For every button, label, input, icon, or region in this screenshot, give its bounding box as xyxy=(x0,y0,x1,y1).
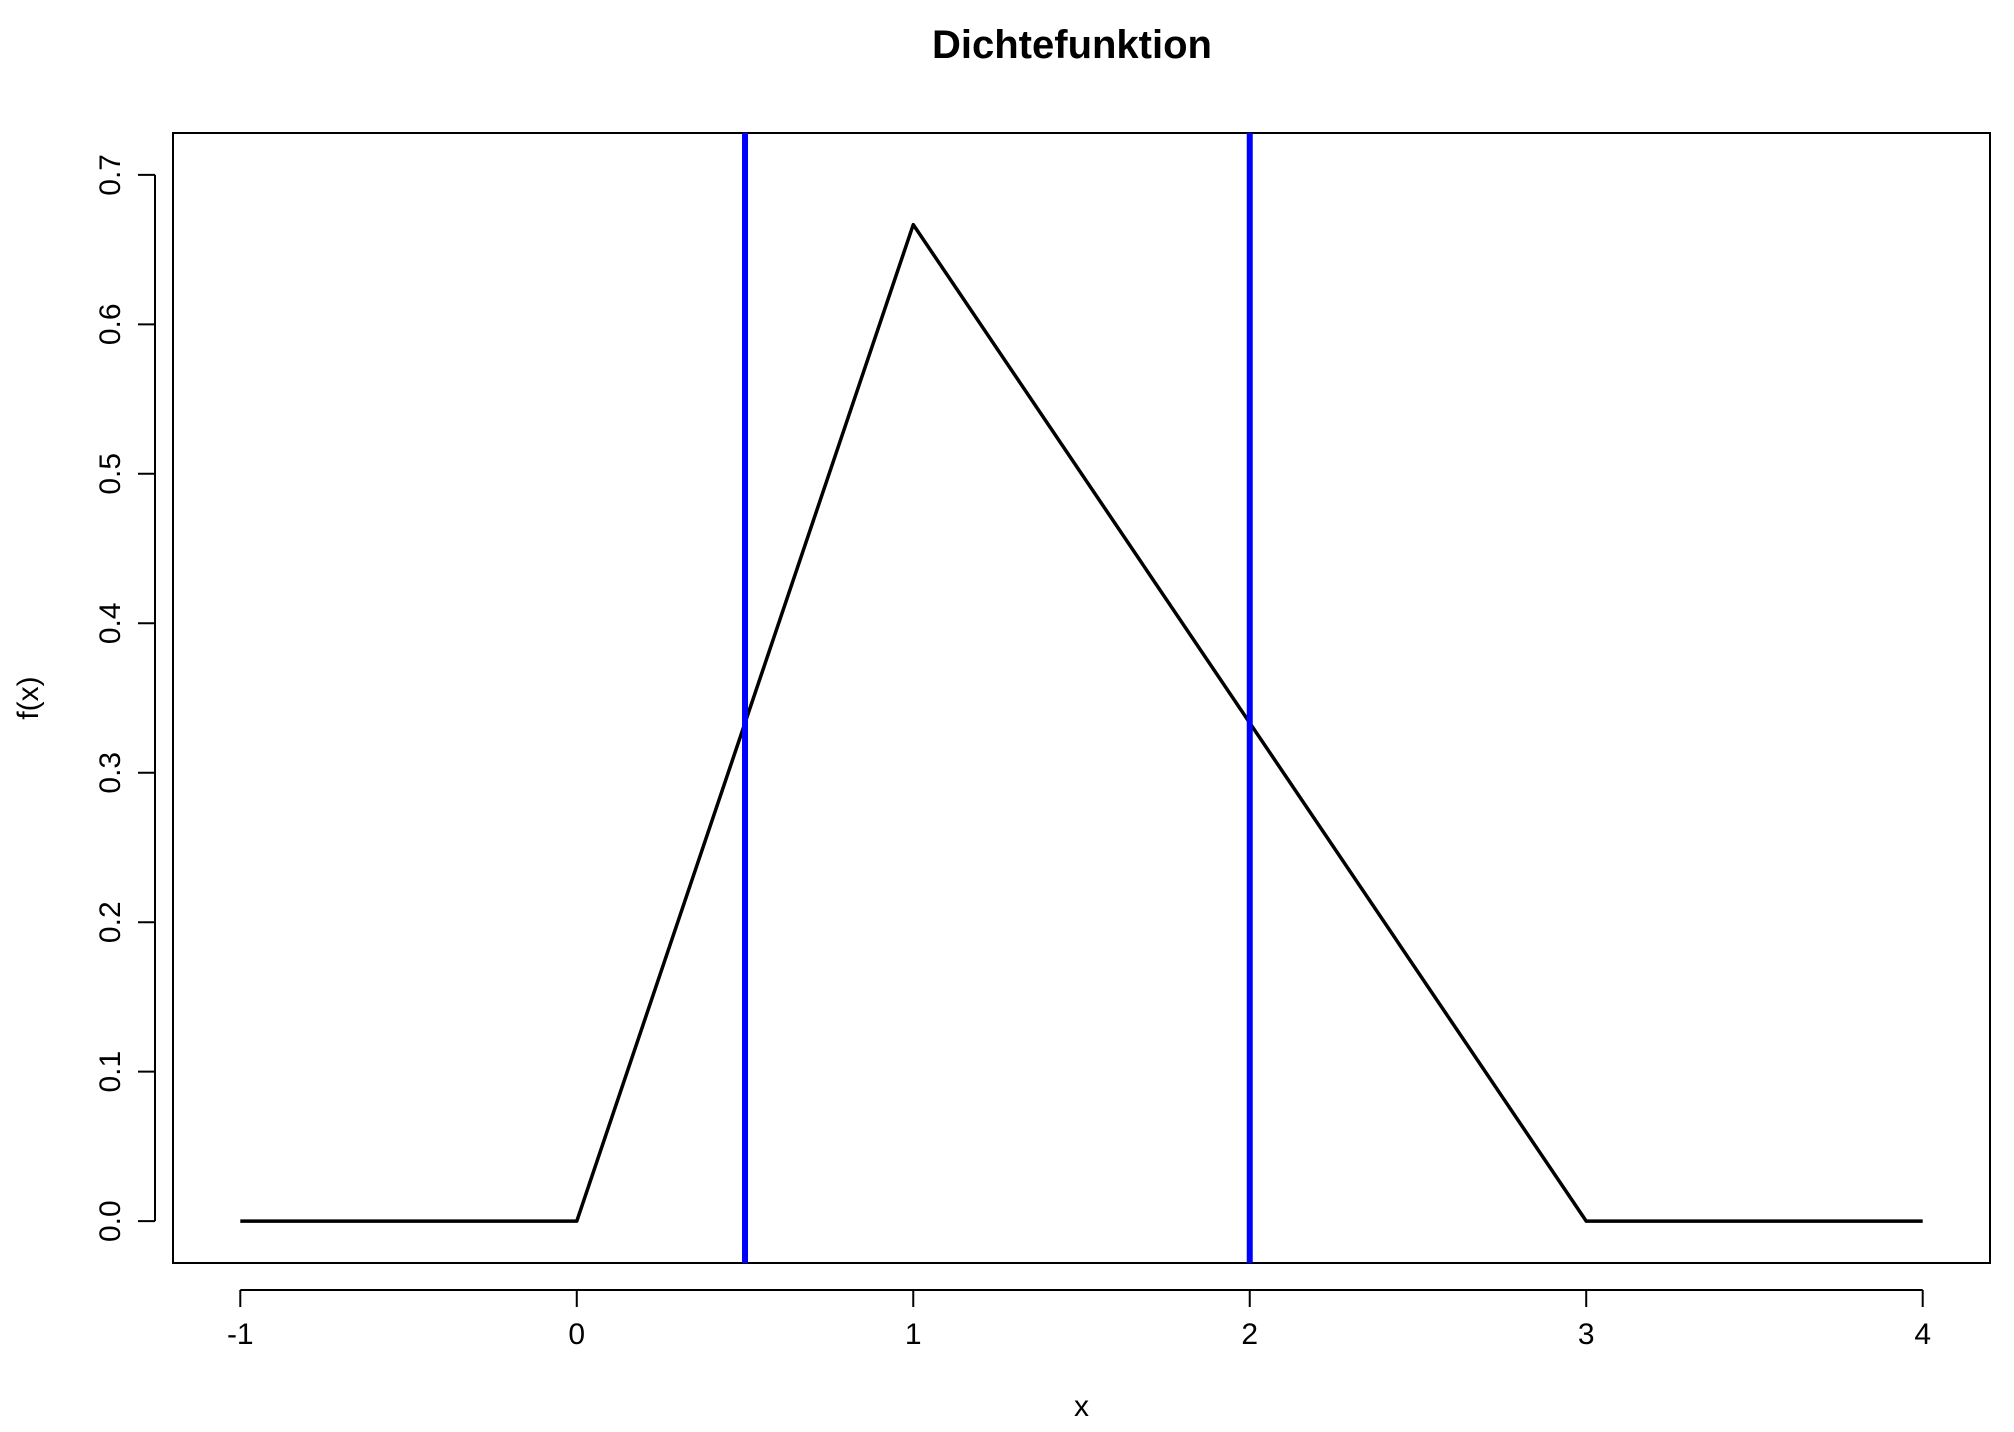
series-layer xyxy=(240,222,1923,1223)
plot-frame xyxy=(172,132,1991,1264)
x-tick-label: -1 xyxy=(227,1318,254,1351)
x-axis: -1 0 1 2 3 4 xyxy=(227,1289,1931,1351)
y-tick-label: 0.4 xyxy=(94,602,127,644)
x-tick-label: 0 xyxy=(568,1318,585,1351)
chart-title: Dichtefunktion xyxy=(932,23,1212,67)
y-tick-label: 0.3 xyxy=(94,752,127,794)
y-axis: 0.0 0.1 0.2 0.3 0.4 0.5 0.6 0.7 xyxy=(94,154,156,1242)
x-tick-label: 3 xyxy=(1578,1318,1595,1351)
y-axis-label: f(x) xyxy=(12,676,45,719)
y-tick-label: 0.7 xyxy=(94,154,127,196)
x-tick-label: 2 xyxy=(1241,1318,1258,1351)
x-tick-label: 1 xyxy=(905,1318,922,1351)
y-tick-label: 0.5 xyxy=(94,453,127,495)
y-tick-label: 0.2 xyxy=(94,901,127,943)
x-tick-label: 4 xyxy=(1914,1318,1931,1351)
density-line xyxy=(240,222,1923,1223)
y-tick-label: 0.6 xyxy=(94,303,127,345)
reference-lines xyxy=(742,133,1253,1263)
x-axis-label: x xyxy=(1074,1390,1089,1423)
y-tick-label: 0.1 xyxy=(94,1051,127,1093)
y-tick-label: 0.0 xyxy=(94,1200,127,1242)
